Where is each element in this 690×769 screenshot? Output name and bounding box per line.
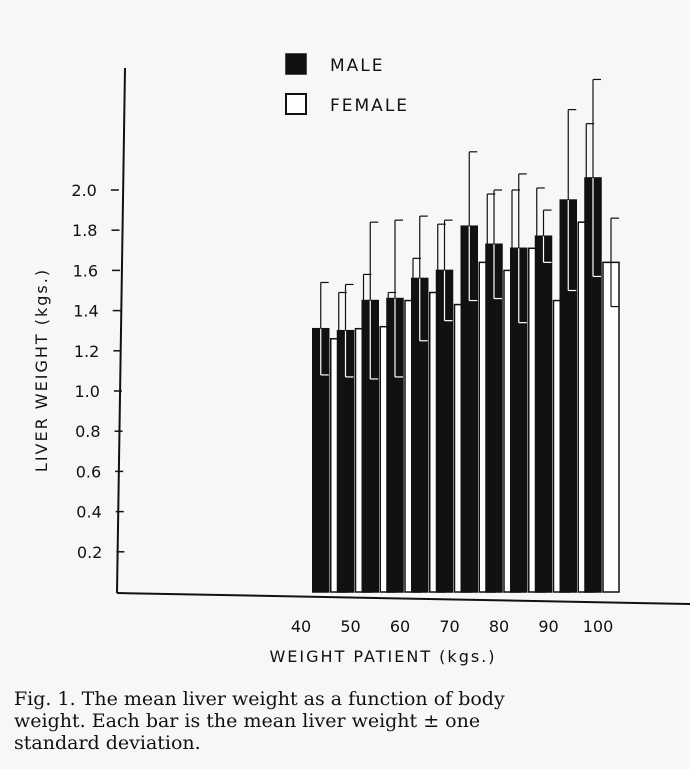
x-tick-label: 100	[583, 617, 614, 636]
x-tick-label: 50	[340, 617, 360, 636]
y-tick-label: 0.8	[75, 422, 100, 441]
error-bar-male	[542, 209, 552, 263]
x-axis-ticks: 40 50 60 70 80 90 100	[291, 617, 613, 636]
caption-line: weight. Each bar is the mean liver weigh…	[14, 710, 481, 732]
x-tick-label: 90	[538, 617, 558, 636]
legend-label-male: MALE	[330, 56, 385, 76]
error-bar-male	[592, 78, 601, 278]
error-bar-male	[567, 108, 577, 292]
caption-line: Fig. 1. The mean liver weight as a funct…	[14, 688, 505, 710]
y-tick-label: 1.2	[74, 342, 99, 361]
y-tick-label: 0.2	[77, 543, 102, 562]
error-bar-male	[419, 215, 428, 342]
y-tick-label: 0.6	[76, 462, 101, 481]
error-bar-male	[394, 219, 403, 378]
error-bar-male	[443, 219, 453, 322]
bar-female	[602, 261, 620, 593]
legend-label-female: FEMALE	[330, 96, 409, 116]
error-bar-male	[320, 281, 329, 376]
y-tick-label: 1.0	[74, 382, 99, 401]
error-bar-male	[369, 221, 379, 380]
error-bar-male	[344, 283, 354, 378]
x-axis-line	[116, 592, 690, 605]
caption-line: standard deviation.	[14, 732, 201, 754]
x-tick-label: 60	[390, 617, 410, 636]
x-tick-label: 40	[291, 617, 311, 636]
figure-caption: Fig. 1. The mean liver weight as a funct…	[14, 688, 686, 754]
legend-swatch-female	[285, 93, 307, 115]
error-bar-male	[518, 173, 527, 324]
legend: MALE FEMALE	[285, 53, 409, 116]
y-tick-label: 1.4	[73, 302, 98, 321]
legend-swatch-male	[285, 53, 307, 75]
bar-male	[534, 235, 553, 593]
error-bar-male	[493, 189, 502, 300]
y-tick-label: 2.0	[71, 181, 96, 200]
x-axis-title: WEIGHT PATIENT (kgs.)	[269, 647, 496, 666]
bars	[312, 78, 620, 593]
y-tick-label: 1.8	[72, 221, 97, 240]
error-bar-male	[468, 151, 478, 302]
y-axis-line	[116, 67, 126, 594]
x-tick-label: 80	[489, 617, 509, 636]
y-axis-title: LIVER WEIGHT (kgs.)	[32, 268, 51, 472]
error-bar-female	[610, 217, 619, 308]
y-axis-ticks: 0.2 0.4 0.6 0.8 1.0 1.2 1.4 1.6 1.8 2.0	[71, 181, 125, 562]
y-tick-label: 0.4	[76, 503, 101, 522]
y-tick-label: 1.6	[73, 261, 98, 280]
x-tick-label: 70	[439, 617, 459, 636]
